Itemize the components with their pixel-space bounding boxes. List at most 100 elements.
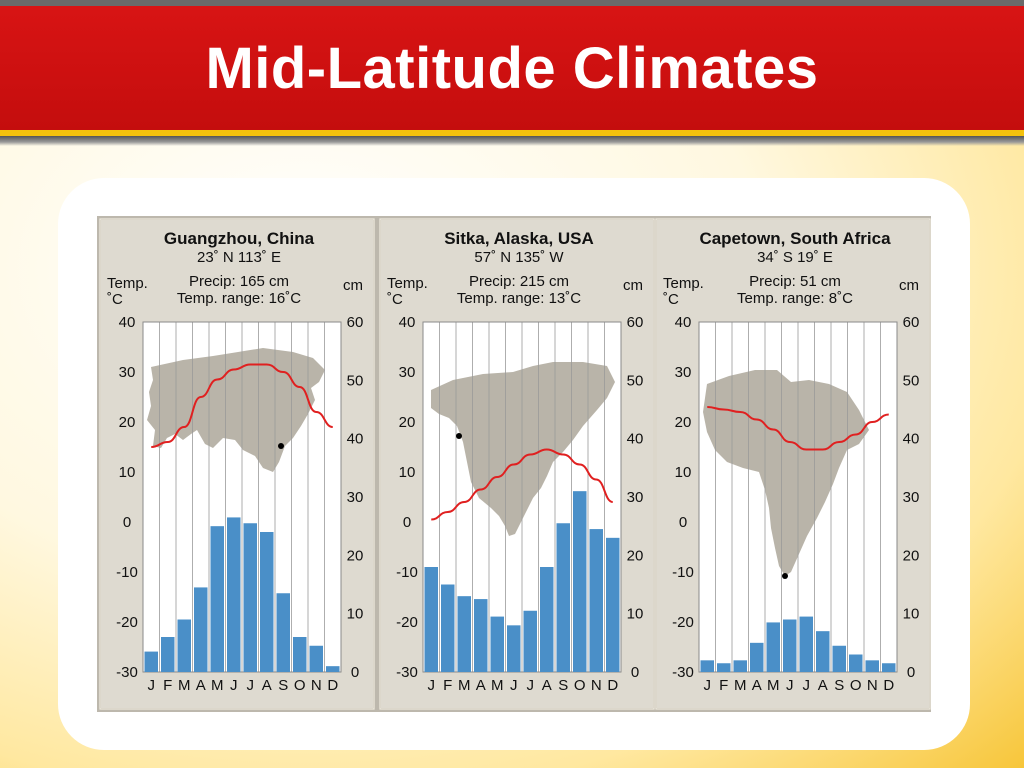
precip-bar (457, 596, 471, 672)
precip-bar (424, 567, 438, 672)
chart-title: Guangzhou, China (164, 229, 315, 248)
month-label: F (719, 677, 728, 694)
precip-bar (573, 491, 587, 672)
temp-tick-label: -10 (396, 564, 418, 581)
month-label: J (510, 677, 518, 694)
precip-bar (606, 537, 620, 672)
temp-range: Temp. range: 13˚C (457, 290, 581, 307)
temperature-line (151, 363, 333, 448)
plot-border (422, 321, 622, 673)
precip-bar (865, 660, 879, 672)
precip-bar (832, 645, 846, 672)
month-label: A (818, 677, 828, 694)
temp-tick-label: 30 (399, 364, 416, 381)
month-label: M (458, 677, 471, 694)
temp-tick-label: -20 (116, 614, 138, 631)
precip-bar (243, 523, 257, 672)
map-layer (431, 362, 615, 536)
shadow-divider (0, 136, 1024, 146)
precip-tick-label: 10 (347, 606, 364, 623)
temp-axis-unit: ˚C (663, 291, 679, 308)
precip-bar (540, 567, 554, 672)
month-label: J (148, 677, 156, 694)
location-dot (456, 433, 462, 439)
month-label: M (211, 677, 224, 694)
chart-coordinates: 34˚ S 19˚ E (757, 249, 833, 266)
precip-tick-label: 20 (347, 547, 364, 564)
precip-tick-label: 60 (903, 314, 920, 331)
panel-bevel (99, 218, 375, 710)
precip-tick-label: 30 (903, 489, 920, 506)
precip-bar (733, 660, 747, 672)
month-label: F (163, 677, 172, 694)
temp-tick-label: 10 (675, 464, 692, 481)
precip-bar (882, 663, 896, 672)
temp-tick-label: 40 (399, 314, 416, 331)
temp-axis-label: Temp. (663, 275, 704, 292)
precip-bar (799, 616, 813, 672)
panel-bevel (379, 218, 655, 710)
precip-tick-label: 40 (903, 431, 920, 448)
precip-bar (309, 645, 323, 672)
temp-tick-label: 40 (119, 314, 136, 331)
month-label: J (247, 677, 255, 694)
precip-bar (293, 637, 307, 672)
chart-coordinates: 23˚ N 113˚ E (197, 249, 281, 266)
temp-tick-label: 40 (675, 314, 692, 331)
precip-bar (816, 631, 830, 672)
precip-bar (490, 616, 504, 672)
temp-tick-label: -20 (672, 614, 694, 631)
precip-bar (144, 651, 158, 672)
precip-tick-label: 0 (631, 664, 639, 681)
temp-tick-label: 10 (399, 464, 416, 481)
temp-tick-label: 30 (119, 364, 136, 381)
top-strip (0, 0, 1024, 6)
precip-tick-label: 30 (347, 489, 364, 506)
month-label: J (527, 677, 535, 694)
precip-tick-label: 40 (627, 431, 644, 448)
month-label: A (542, 677, 552, 694)
temp-tick-label: 0 (679, 514, 687, 531)
temp-axis-unit: ˚C (107, 291, 123, 308)
precip-bar (210, 526, 224, 672)
gold-divider (0, 130, 1024, 136)
temperature-line (707, 406, 889, 451)
temp-tick-label: 0 (123, 514, 131, 531)
temp-tick-label: -20 (396, 614, 418, 631)
month-label: D (327, 677, 338, 694)
temp-range: Temp. range: 8˚C (737, 290, 853, 307)
precip-tick-label: 40 (347, 431, 364, 448)
precip-axis-unit: cm (343, 277, 363, 294)
precip-bar (507, 625, 521, 672)
temp-tick-label: 30 (675, 364, 692, 381)
precip-bar (326, 666, 340, 672)
month-label: J (230, 677, 238, 694)
precip-tick-label: 50 (347, 372, 364, 389)
map-layer (703, 370, 869, 576)
precip-bar (556, 523, 570, 672)
month-label: S (834, 677, 844, 694)
location-map (703, 370, 869, 576)
precip-bar (589, 529, 603, 672)
month-label: J (428, 677, 436, 694)
precip-bar (161, 637, 175, 672)
precip-tick-label: 50 (627, 372, 644, 389)
precip-axis-unit: cm (623, 277, 643, 294)
precip-total: Precip: 215 cm (469, 273, 569, 290)
temp-axis-label: Temp. (107, 275, 148, 292)
map-layer (147, 348, 325, 472)
month-label: J (704, 677, 712, 694)
month-label: J (786, 677, 794, 694)
precip-total: Precip: 165 cm (189, 273, 289, 290)
month-label: A (262, 677, 272, 694)
location-dot (782, 573, 788, 579)
month-label: N (867, 677, 878, 694)
precip-tick-label: 10 (627, 606, 644, 623)
plot-border (142, 321, 342, 673)
chart-coordinates: 57˚ N 135˚ W (474, 249, 564, 266)
month-label: A (196, 677, 206, 694)
month-label: O (294, 677, 306, 694)
